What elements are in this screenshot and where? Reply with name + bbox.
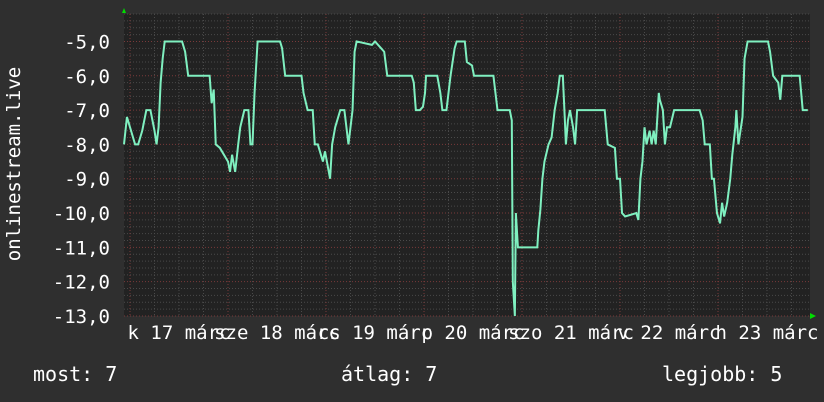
y-tick-label: -12,0 xyxy=(53,272,110,294)
x-tick-label: cs 19 márc xyxy=(318,322,432,344)
y-axis-label: onlinestream.live xyxy=(3,67,25,261)
y-tick-label: -7,0 xyxy=(64,100,110,122)
best-value: legjobb: 5 xyxy=(662,362,783,386)
y-tick-label: -10,0 xyxy=(53,203,110,225)
y-axis-ticks: -5,0 -6,0 -7,0 -8,0 -9,0 -10,0 -11,0 -12,0 -13,0 xyxy=(53,31,110,328)
average-value: átlag: 7 xyxy=(341,362,438,386)
x-tick-label: h 23 márc xyxy=(716,322,819,344)
x-tick-label: v 22 márc xyxy=(618,322,721,344)
x-tick-label: k 17 márc xyxy=(128,322,231,344)
y-tick-label: -9,0 xyxy=(64,169,110,191)
x-tick-label: p 20 márc xyxy=(422,322,525,344)
y-tick-label: -5,0 xyxy=(64,31,110,53)
series xyxy=(123,39,808,317)
x-tick-label: szo 21 márc xyxy=(508,322,634,344)
y-tick-label: -11,0 xyxy=(53,237,110,259)
series-line xyxy=(123,39,808,317)
x-axis-arrow-icon xyxy=(810,313,816,319)
x-tick-label: sze 18 márc xyxy=(214,322,340,344)
grid xyxy=(124,13,810,317)
y-tick-label: -6,0 xyxy=(64,66,110,88)
y-axis-arrow-icon xyxy=(122,8,126,13)
current-value: most: 7 xyxy=(33,362,118,386)
y-tick-label: -8,0 xyxy=(64,134,110,156)
y-tick-label: -13,0 xyxy=(53,306,110,328)
